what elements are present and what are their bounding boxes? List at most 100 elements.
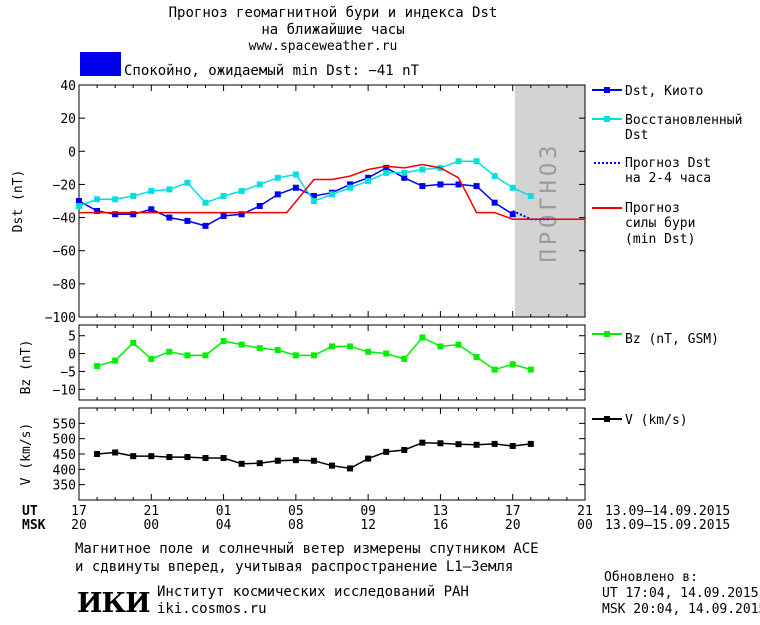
v-series-0-point	[401, 447, 408, 454]
dst-series-0-point	[419, 183, 426, 190]
dst-series-1-point	[184, 179, 191, 186]
v-series-0-point	[473, 441, 480, 448]
dst-series-0-point	[112, 211, 119, 218]
v-axis-label: V (km/s)	[19, 423, 34, 486]
dst-ytick-label: −40	[53, 212, 76, 227]
bz-series-0-point	[220, 338, 227, 345]
msk-label: MSK	[22, 518, 46, 533]
dst-series-group	[76, 158, 585, 229]
ut-tick-label: 01	[216, 504, 232, 519]
bz-axis-label: Bz (nT)	[19, 340, 34, 395]
bz-series-0-point	[329, 343, 335, 350]
msk-tick-label: 16	[433, 518, 449, 533]
legend-label-dst-forecast: Прогноз Dst на 2-4 часа	[625, 156, 719, 186]
dst-series-1-point	[202, 199, 209, 206]
dst-series-0-point	[166, 214, 173, 221]
dst-series-1-point	[473, 158, 480, 165]
bz-ytick-label: 5	[68, 330, 76, 345]
dst-axis-label: Dst (nT)	[11, 170, 26, 233]
dst-series-1-point	[274, 174, 281, 181]
v-ytick-label: 400	[53, 463, 76, 478]
ut-tick-label: 09	[360, 504, 376, 519]
dst-series-0-point	[509, 211, 516, 218]
dst-series-1-point	[220, 193, 227, 200]
v-legend: V (km/s)	[592, 413, 688, 428]
status-color-box	[80, 52, 121, 76]
dst-series-0-point	[202, 222, 209, 229]
bz-series-0-point	[310, 352, 317, 359]
legend-label-storm-forecast: Прогноз силы бури (min Dst)	[625, 201, 703, 247]
v-series-0-point	[509, 443, 516, 450]
dst-series-0-point	[292, 184, 299, 191]
v-series-0-point	[292, 457, 299, 464]
msk-date-range: 13.09–15.09.2015	[605, 518, 730, 533]
legend-label-restored-dst-line2: Dst	[625, 128, 648, 143]
bz-x-ticks	[78, 325, 586, 400]
dst-series-1-point	[401, 169, 408, 176]
bz-series-0-point	[184, 352, 191, 359]
dst-series-0-point	[401, 174, 408, 181]
legend-label-storm-forecast-line3: (min Dst)	[625, 232, 695, 247]
v-series-0-point	[437, 440, 444, 447]
msk-tick-label: 20	[505, 518, 521, 533]
dst-x-ticks	[78, 85, 586, 317]
dst-series-0-point	[347, 181, 354, 188]
dst-series-0-point	[256, 202, 263, 209]
ut-tick-label: 05	[288, 504, 304, 519]
dst-series-1-point	[347, 184, 354, 191]
dst-series-1-point	[94, 196, 101, 203]
v-series-0-point	[130, 453, 137, 460]
dst-series-0-point	[383, 164, 390, 171]
dst-ytick-label: −20	[53, 178, 76, 193]
iki-logo-text: ИКИ	[77, 588, 150, 619]
legend-marker-bz	[604, 331, 610, 337]
dst-series-0-point	[76, 198, 82, 204]
dst-series-1-point	[365, 178, 372, 185]
dst-series-0-point	[365, 174, 372, 181]
v-series-0-point	[383, 448, 390, 455]
dst-series-1-point	[455, 158, 462, 165]
updated-ut: UT 17:04, 14.09.2015	[602, 586, 759, 601]
legend-marker-restored-dst	[604, 116, 610, 122]
v-series-0-point	[347, 465, 354, 472]
v-series-0-point	[94, 451, 101, 457]
bz-series-0-point	[130, 339, 137, 346]
bz-panel: 5 0 −5 −10 Bz (nT)	[19, 324, 586, 401]
bz-series-0-point	[401, 355, 408, 362]
bz-series-0-point	[473, 354, 480, 361]
v-ytick-label: 350	[53, 479, 76, 494]
dst-ytick-label: 40	[60, 79, 76, 94]
v-ytick-label: 500	[53, 433, 76, 448]
v-series-0-point	[329, 462, 335, 469]
bz-series-0-point	[148, 355, 155, 362]
v-frame	[78, 407, 586, 501]
bz-series-0-point	[112, 357, 119, 364]
msk-tick-label: 08	[288, 518, 304, 533]
dst-series-1-point	[76, 202, 82, 209]
bz-series-0-point	[274, 347, 281, 353]
dst-series-1-point	[292, 171, 299, 178]
dst-series-0-point	[148, 206, 155, 213]
msk-tick-label: 00	[143, 518, 159, 533]
bz-series-0-point	[437, 343, 444, 350]
dst-panel: ПРОГНОЗ 40 20 0 −20 −40 −60 −80 −100 Dst (nT)	[11, 79, 586, 326]
legend-marker-v	[604, 416, 610, 422]
ut-tick-label: 21	[577, 504, 593, 519]
bz-series-group	[94, 334, 534, 373]
dst-series-0-point	[238, 211, 245, 218]
v-series-0-point	[419, 439, 426, 446]
bz-series-0-point	[419, 334, 426, 341]
bz-series-0-point	[383, 350, 390, 357]
dst-ytick-label: −60	[53, 245, 76, 260]
institute-name: Институт космических исследований РАН	[157, 584, 469, 600]
legend-label-v: V (km/s)	[625, 413, 688, 428]
dst-series-0-point	[184, 217, 191, 224]
status-text: Спокойно, ожидаемый min Dst: −41 nT	[124, 63, 420, 79]
bz-frame	[78, 324, 586, 401]
legend-label-storm-forecast-line2: силы бури	[625, 216, 695, 231]
legend-label-storm-forecast-line1: Прогноз	[625, 201, 680, 216]
dst-series-1-point	[419, 166, 426, 173]
v-series-0-point	[238, 460, 245, 467]
v-series-0-point	[202, 454, 209, 461]
